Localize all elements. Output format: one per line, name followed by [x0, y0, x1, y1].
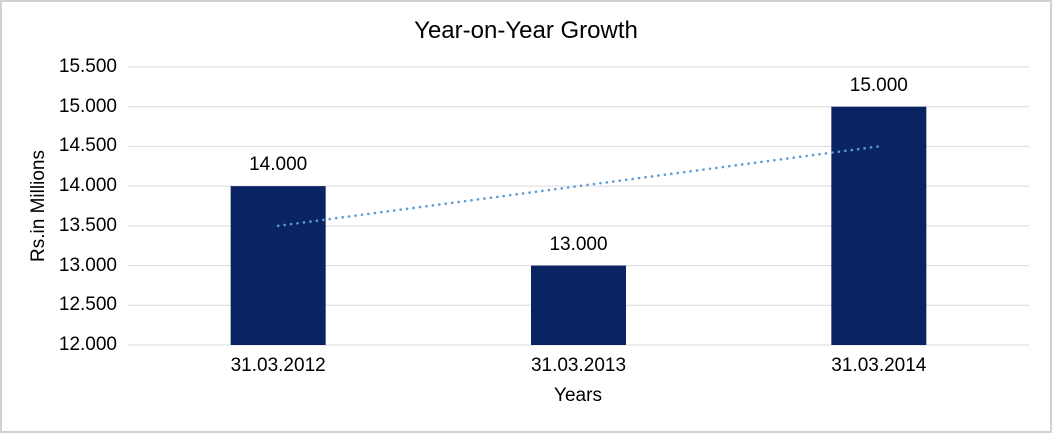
y-tick-12.500: 12.500: [58, 294, 117, 316]
y-tick-15.000: 15.000: [58, 95, 117, 117]
y-tick-13.500: 13.500: [58, 214, 117, 236]
x-axis-title: Years: [554, 385, 602, 406]
y-tick-14.500: 14.500: [58, 135, 117, 157]
y-tick-13.000: 13.000: [58, 254, 117, 276]
y-tick-12.000: 12.000: [58, 334, 117, 355]
data-label-31.03.2012: 14.000: [249, 154, 308, 176]
x-category-31.03.2014: 31.03.2014: [831, 355, 927, 376]
x-category-31.03.2013: 31.03.2013: [530, 355, 627, 376]
chart-title: Year-on-Year Growth: [414, 17, 638, 44]
data-label-31.03.2014: 15.000: [849, 74, 908, 96]
bar-31.03.2012: [230, 186, 326, 345]
y-tick-15.500: 15.500: [58, 56, 117, 77]
x-category-31.03.2012: 31.03.2012: [230, 355, 326, 376]
data-label-31.03.2013: 13.000: [549, 233, 608, 255]
y-tick-14.000: 14.000: [58, 175, 117, 197]
bar-31.03.2013: [531, 265, 626, 345]
